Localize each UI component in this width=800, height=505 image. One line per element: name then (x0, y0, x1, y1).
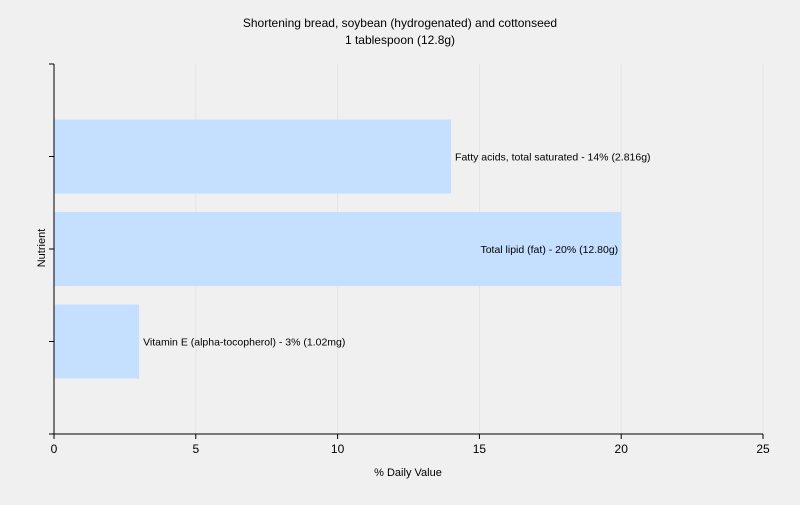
x-tick-label: 0 (51, 442, 58, 456)
data-label: Total lipid (fat) - 20% (12.80g) (480, 244, 618, 256)
y-axis-title: Nutrient (36, 229, 48, 268)
label-layer: Fatty acids, total saturated - 14% (2.81… (143, 152, 650, 349)
x-tick-label: 15 (473, 442, 487, 456)
x-tick-label: 20 (615, 442, 629, 456)
x-tick-label: 25 (756, 442, 770, 456)
chart-subtitle: 1 tablespoon (12.8g) (345, 33, 455, 47)
bar (54, 304, 140, 379)
x-axis-title: % Daily Value (374, 467, 442, 479)
bar-layer (54, 119, 622, 379)
bar (54, 212, 622, 286)
axis-layer: 0 5 10 15 20 25 (49, 63, 770, 456)
x-tick-label: 5 (192, 442, 199, 456)
bar (54, 119, 452, 194)
data-label: Vitamin E (alpha-tocopherol) - 3% (1.02m… (143, 337, 345, 349)
data-label: Fatty acids, total saturated - 14% (2.81… (455, 152, 651, 164)
x-tick-label: 10 (331, 442, 345, 456)
chart-title: Shortening bread, soybean (hydrogenated)… (243, 16, 557, 30)
